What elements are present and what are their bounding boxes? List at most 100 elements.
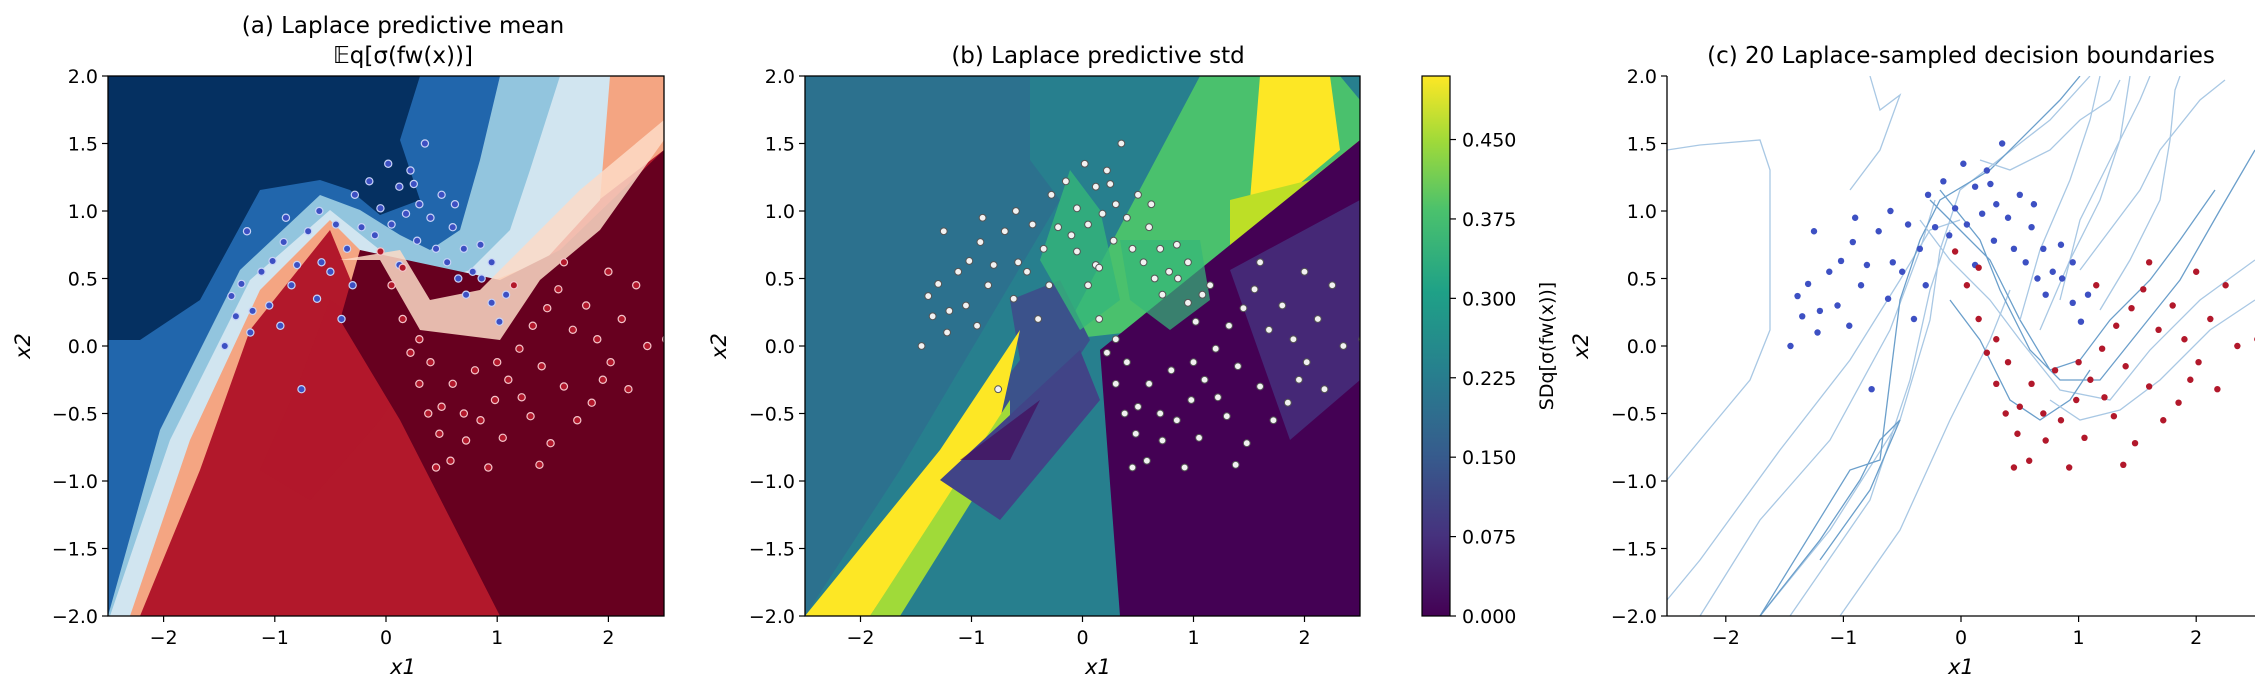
class0-point: [1045, 281, 1054, 290]
class0-point: [1794, 292, 1801, 300]
class1-point: [446, 456, 455, 465]
x-tick-label: 0: [380, 627, 392, 649]
class0-point: [1814, 329, 1821, 336]
class1-point: [2145, 259, 2153, 266]
y-tick-label: 0.5: [68, 269, 98, 291]
x-tick-label: −2: [1712, 627, 1740, 649]
class0-point: [1106, 180, 1115, 188]
class0-point: [406, 166, 415, 175]
class1-point: [2193, 268, 2200, 275]
class0-point: [939, 227, 948, 236]
x-tick-label: 1: [2073, 627, 2085, 649]
panel-a-subtitle: 𝔼q[σ(fw(x))]: [333, 43, 473, 69]
y-tick-label: 1.0: [1627, 201, 1657, 223]
class0-point: [1150, 274, 1159, 283]
panel-b-std-field: [805, 76, 1360, 616]
class0-point: [1084, 220, 1092, 229]
class0-point: [242, 227, 252, 236]
class1-point: [2081, 434, 2088, 441]
class0-point: [2040, 245, 2047, 252]
class0-point: [943, 328, 951, 337]
class0-point: [297, 385, 306, 394]
class1-point: [1095, 263, 1104, 272]
class0-point: [976, 238, 985, 246]
class0-point: [409, 179, 418, 189]
class0-point: [1851, 214, 1859, 221]
x-tick-label: 1: [491, 627, 503, 649]
class0-point: [1174, 274, 1182, 283]
class0-point: [1034, 315, 1042, 323]
class0-point: [954, 267, 963, 276]
class1-point: [1975, 264, 1982, 271]
class0-point: [1039, 244, 1048, 253]
class1-point: [1142, 456, 1151, 465]
class0-point: [1857, 282, 1865, 289]
class1-point: [546, 439, 555, 448]
class0-point: [1846, 322, 1853, 329]
class0-point: [1998, 140, 2006, 147]
class1-point: [559, 382, 569, 391]
class0-point: [426, 213, 435, 222]
class1-point: [617, 314, 626, 324]
class1-point: [470, 366, 480, 375]
class0-point: [1987, 180, 1994, 188]
class1-point: [587, 398, 596, 407]
class1-point: [415, 379, 424, 388]
class1-point: [2214, 386, 2221, 393]
class1-point: [1256, 258, 1264, 267]
class0-point: [1000, 227, 1009, 236]
class0-point: [246, 328, 255, 337]
class1-point: [2113, 322, 2120, 329]
class1-point: [2160, 417, 2167, 424]
class1-point: [604, 267, 613, 276]
class1-point: [1131, 429, 1140, 438]
class0-point: [1054, 223, 1062, 232]
class0-point: [1887, 207, 1894, 215]
class0-point: [227, 291, 236, 301]
class0-point: [1940, 178, 1947, 185]
class1-point: [398, 263, 407, 272]
class0-point: [1009, 294, 1018, 303]
panel-c-xlabel: x1: [1947, 655, 1974, 679]
class1-point: [581, 301, 591, 310]
class0-point: [2049, 268, 2056, 275]
class0-point: [1012, 207, 1020, 215]
panel-a-axes: −2 −1 0 1 2 −2.0 −1.5 −1.0 −0.5 0.0 0.5 1.0 1.5 2.0: [52, 66, 615, 649]
y-tick-label: 2.0: [765, 66, 795, 88]
x-tick-label: −1: [957, 627, 985, 649]
class1-point: [537, 362, 546, 371]
class0-point: [994, 385, 1003, 394]
class1-point: [435, 429, 444, 438]
class0-point: [924, 292, 933, 300]
class0-point: [917, 342, 926, 350]
class0-point: [442, 258, 452, 267]
y-tick-label: −1.5: [749, 539, 795, 561]
class0-point: [415, 200, 424, 209]
class1-point: [515, 344, 524, 353]
panel-a-xlabel: x1: [389, 655, 416, 679]
class1-point: [559, 258, 569, 267]
class1-point: [1300, 267, 1309, 276]
class0-point: [257, 267, 266, 276]
boundary-line: [1919, 219, 2255, 401]
class0-point: [350, 190, 360, 199]
class1-point: [1103, 348, 1111, 357]
class1-point: [2122, 363, 2129, 370]
x-tick-label: −2: [846, 627, 874, 649]
colorbar-tick-label: 0.225: [1462, 368, 1516, 390]
class0-point: [376, 204, 385, 213]
class1-point: [1172, 416, 1181, 425]
class0-point: [1904, 221, 1912, 228]
class0-point: [365, 177, 374, 186]
class0-point: [1910, 315, 1918, 323]
class1-point: [1963, 282, 1971, 289]
class1-point: [1302, 358, 1311, 367]
class1-point: [437, 402, 446, 411]
class1-point: [1211, 344, 1220, 353]
class1-point: [1084, 281, 1092, 290]
y-tick-label: −1.5: [52, 539, 98, 561]
class1-point: [1145, 379, 1153, 388]
class0-point: [965, 257, 974, 265]
panel-b-title: (b) Laplace predictive std: [951, 43, 1244, 69]
class0-point: [1067, 231, 1076, 240]
